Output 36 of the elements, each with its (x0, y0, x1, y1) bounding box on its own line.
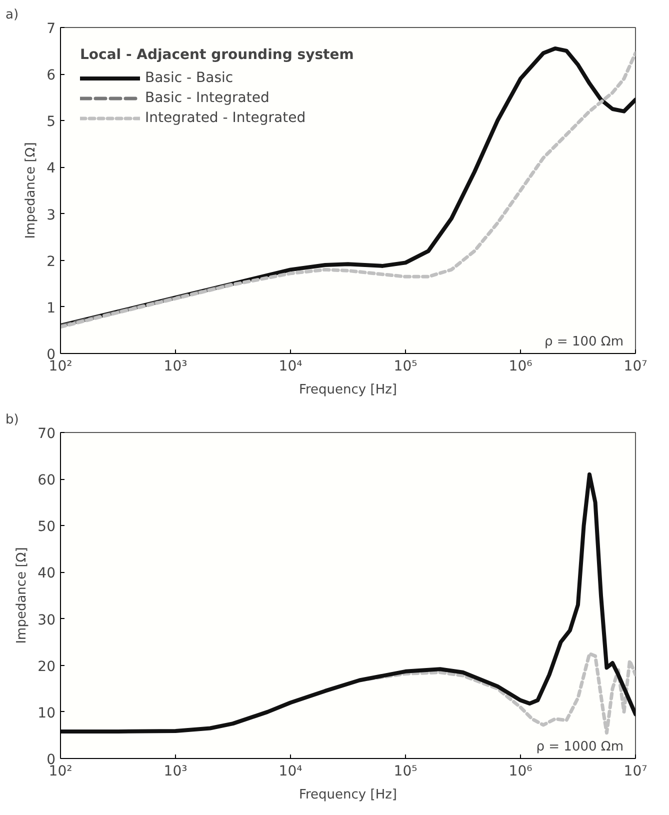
x-tick-label: 10⁶ (508, 764, 533, 780)
y-tick-label: 40 (38, 566, 56, 582)
x-tick-label: 10⁵ (394, 358, 418, 374)
y-tick-label: 10 (38, 705, 56, 722)
x-axis-title: Frequency [Hz] (298, 788, 398, 802)
y-tick-label: 7 (46, 21, 56, 37)
y-tick-label: 5 (46, 114, 56, 130)
x-tick-label: 10⁵ (394, 764, 418, 780)
y-axis-title: Impedance [Ω] (14, 547, 30, 644)
y-tick-label: 2 (46, 254, 56, 270)
x-tick-label: 10⁷ (624, 358, 648, 374)
y-tick-label: 3 (46, 207, 56, 224)
x-tick-label: 10⁷ (624, 764, 648, 780)
y-tick-label: 4 (46, 160, 56, 177)
legend-label: Basic - Integrated (145, 90, 270, 106)
x-tick-label: 10⁴ (278, 764, 303, 780)
y-tick-label: 60 (38, 472, 56, 489)
y-axis-title: Impedance [Ω] (24, 142, 39, 239)
y-tick-label: 50 (38, 519, 56, 536)
legend-title: Local - Adjacent grounding system (80, 47, 354, 63)
annotation: ρ = 1000 Ωm (536, 740, 624, 754)
annotation: ρ = 100 Ωm (544, 334, 624, 350)
legend-label: Basic - Basic (145, 70, 234, 86)
x-tick-label: 10⁴ (278, 358, 303, 374)
y-tick-label: 30 (38, 612, 56, 628)
y-tick-label: 1 (46, 300, 56, 316)
chart-title: b) (6, 412, 19, 428)
y-tick-label: 6 (46, 68, 56, 84)
y-tick-label: 70 (38, 426, 56, 442)
legend-label: Integrated - Integrated (145, 110, 306, 126)
x-tick-label: 10³ (164, 358, 188, 374)
x-axis-title: Frequency [Hz] (298, 382, 398, 398)
x-tick-label: 10⁶ (508, 358, 533, 374)
chart-title: a) (6, 8, 19, 22)
x-tick-label: 10³ (164, 764, 188, 780)
y-tick-label: 20 (38, 658, 56, 675)
